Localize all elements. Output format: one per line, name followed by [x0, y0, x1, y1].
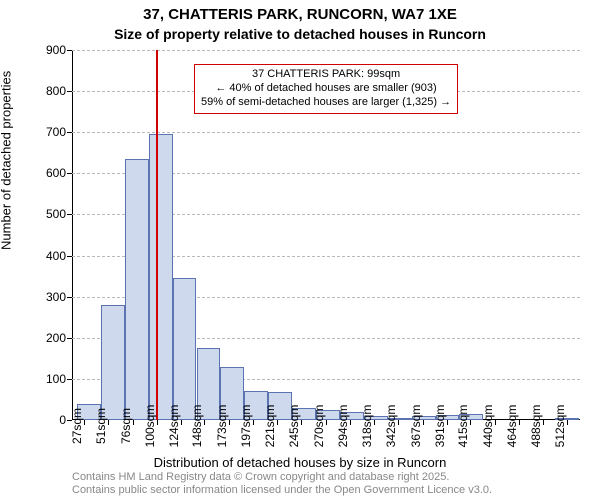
ytick-mark — [67, 297, 72, 298]
xtick-label: 148sqm — [190, 405, 204, 448]
xtick-label: 245sqm — [287, 405, 301, 448]
xtick-label: 76sqm — [119, 408, 133, 444]
xtick-mark — [495, 420, 496, 425]
xtick-label: 124sqm — [167, 405, 181, 448]
xtick-label: 512sqm — [553, 405, 567, 448]
xtick-mark — [301, 420, 302, 425]
ytick-mark — [67, 379, 72, 380]
xtick-label: 100sqm — [143, 405, 157, 448]
xtick-mark — [470, 420, 471, 425]
ytick-label: 600 — [46, 166, 66, 180]
ytick-mark — [67, 173, 72, 174]
footnote: Contains HM Land Registry data © Crown c… — [72, 471, 492, 499]
xtick-mark — [84, 420, 85, 425]
xtick-label: 173sqm — [215, 405, 229, 448]
annotation-box: 37 CHATTERIS PARK: 99sqm← 40% of detache… — [194, 64, 458, 113]
chart-title-2: Size of property relative to detached ho… — [0, 26, 600, 42]
xtick-label: 197sqm — [239, 405, 253, 448]
xtick-label: 294sqm — [336, 405, 350, 448]
annotation-line: 37 CHATTERIS PARK: 99sqm — [201, 68, 451, 82]
xtick-label: 367sqm — [409, 405, 423, 448]
xtick-label: 464sqm — [505, 405, 519, 448]
xtick-mark — [204, 420, 205, 425]
ytick-mark — [67, 50, 72, 51]
plot-area: 010020030040050060070080090027sqm51sqm76… — [72, 50, 580, 420]
y-axis — [72, 50, 73, 420]
histogram-bar — [173, 278, 197, 420]
xtick-mark — [350, 420, 351, 425]
ytick-label: 300 — [46, 290, 66, 304]
x-axis-label: Distribution of detached houses by size … — [0, 455, 600, 470]
footnote-line-2: Contains public sector information licen… — [72, 484, 492, 498]
histogram-bar — [149, 134, 173, 420]
footnote-line-1: Contains HM Land Registry data © Crown c… — [72, 471, 492, 485]
annotation-line: ← 40% of detached houses are smaller (90… — [201, 82, 451, 96]
ytick-mark — [67, 338, 72, 339]
histogram-bar — [101, 305, 125, 420]
xtick-label: 391sqm — [433, 405, 447, 448]
xtick-mark — [567, 420, 568, 425]
xtick-label: 342sqm — [384, 405, 398, 448]
xtick-mark — [326, 420, 327, 425]
xtick-label: 415sqm — [456, 405, 470, 448]
xtick-mark — [229, 420, 230, 425]
gridline — [72, 132, 580, 133]
ytick-mark — [67, 91, 72, 92]
ytick-mark — [67, 132, 72, 133]
ytick-label: 200 — [46, 331, 66, 345]
xtick-mark — [543, 420, 544, 425]
ytick-label: 700 — [46, 125, 66, 139]
xtick-mark — [253, 420, 254, 425]
xtick-label: 51sqm — [94, 408, 108, 444]
xtick-label: 488sqm — [529, 405, 543, 448]
annotation-line: 59% of semi-detached houses are larger (… — [201, 96, 451, 110]
chart-container: 37, CHATTERIS PARK, RUNCORN, WA7 1XE Siz… — [0, 0, 600, 500]
xtick-label: 270sqm — [312, 405, 326, 448]
ytick-label: 800 — [46, 84, 66, 98]
chart-title-1: 37, CHATTERIS PARK, RUNCORN, WA7 1XE — [0, 6, 600, 23]
gridline — [72, 50, 580, 51]
xtick-mark — [519, 420, 520, 425]
xtick-label: 27sqm — [70, 408, 84, 444]
ytick-mark — [67, 214, 72, 215]
xtick-label: 221sqm — [263, 405, 277, 448]
y-axis-label: Number of detached properties — [0, 71, 14, 250]
xtick-label: 318sqm — [360, 405, 374, 448]
ytick-label: 0 — [59, 413, 66, 427]
xtick-mark — [277, 420, 278, 425]
ytick-label: 400 — [46, 249, 66, 263]
ytick-label: 900 — [46, 43, 66, 57]
ytick-mark — [67, 256, 72, 257]
ytick-label: 100 — [46, 372, 66, 386]
histogram-bar — [125, 159, 149, 420]
reference-line — [156, 50, 158, 420]
xtick-label: 440sqm — [481, 405, 495, 448]
ytick-label: 500 — [46, 207, 66, 221]
